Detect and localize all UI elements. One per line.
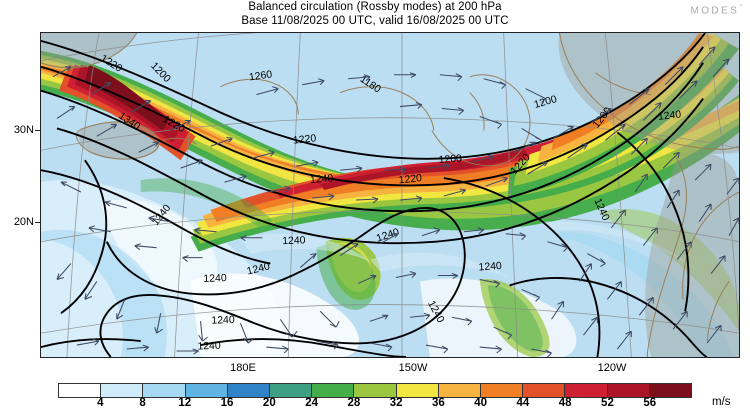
chart-title-block: Balanced circulation (Rossby modes) at 2… <box>0 1 750 28</box>
colorbar-segment-12 <box>565 384 608 397</box>
colorbar-tick-52: 52 <box>601 397 614 409</box>
colorbar-segment-4 <box>227 384 271 397</box>
colorbar-tick-12: 12 <box>178 397 192 409</box>
lat-label-20n: 20N <box>13 216 34 228</box>
svg-text:1220: 1220 <box>398 173 422 186</box>
colorbar-tick-40: 40 <box>474 397 488 409</box>
colorbar-tick-24: 24 <box>305 397 318 409</box>
svg-text:1240: 1240 <box>282 235 306 247</box>
colorbar-segment-2 <box>143 384 186 397</box>
colorbar-tick-48: 48 <box>558 397 572 409</box>
colorbar-tick-36: 36 <box>431 397 445 409</box>
map-canvas: 1220 1200 1340 1220 1260 1180 1220 1200 … <box>41 33 739 357</box>
lon-label-120w: 120W <box>597 362 627 374</box>
svg-text:1240: 1240 <box>657 109 681 122</box>
svg-text:1220: 1220 <box>293 133 317 146</box>
svg-text:1260: 1260 <box>248 69 273 83</box>
page-title: Balanced circulation (Rossby modes) at 2… <box>248 1 502 13</box>
lat-tick-30n <box>35 130 41 132</box>
modes-logo-mark: ° <box>739 4 742 11</box>
svg-text:1240: 1240 <box>246 261 271 277</box>
colorbar-segment-8 <box>396 384 439 397</box>
colorbar-segment-3 <box>185 384 228 397</box>
lon-label-180e: 180E <box>230 362 256 374</box>
colorbar-tick-32: 32 <box>389 397 403 409</box>
colorbar-tick-16: 16 <box>220 397 234 409</box>
colorbar-segment-5 <box>270 384 313 397</box>
svg-text:1240: 1240 <box>310 173 334 186</box>
colorbar-segment-6 <box>312 384 355 397</box>
modes-logo-text: MODES <box>690 5 740 17</box>
modes-logo: MODES° <box>691 4 742 16</box>
colorbar-tick-56: 56 <box>643 397 657 409</box>
svg-text:1200: 1200 <box>438 154 462 167</box>
colorbar-segment-14 <box>649 384 692 397</box>
colorbar-tick-4: 4 <box>97 397 104 409</box>
map-plot-area: 1220 1200 1340 1220 1260 1180 1220 1200 … <box>40 32 740 358</box>
colorbar-segment-10 <box>481 384 524 397</box>
svg-text:1240: 1240 <box>197 341 221 353</box>
colorbar-segment-7 <box>354 384 397 397</box>
lat-tick-20n <box>35 222 41 224</box>
colorbar-tick-28: 28 <box>347 397 361 409</box>
svg-text:1240: 1240 <box>203 273 227 285</box>
colorbar-tick-20: 20 <box>262 397 276 409</box>
chart-subtitle: Base 11/08/2025 00 UTC, valid 16/08/2025… <box>241 14 509 27</box>
lon-label-150w: 150W <box>398 362 428 374</box>
colorbar-segment-1 <box>101 384 144 397</box>
colorbar-tick-44: 44 <box>516 397 530 409</box>
svg-text:1240: 1240 <box>211 315 235 327</box>
colorbar-segment-11 <box>523 384 566 397</box>
colorbar-segment-13 <box>607 384 650 397</box>
colorbar-segment-0 <box>59 384 102 397</box>
lat-label-30n: 30N <box>13 124 34 136</box>
colorbar <box>58 383 692 398</box>
colorbar-segment-9 <box>438 384 482 397</box>
svg-text:1240: 1240 <box>478 261 502 274</box>
colorbar-unit-label: m/s <box>712 396 731 408</box>
colorbar-tick-labels: 4 8 12 16 20 24 28 32 36 40 44 48 52 56 <box>0 397 750 409</box>
colorbar-tick-8: 8 <box>139 397 146 409</box>
